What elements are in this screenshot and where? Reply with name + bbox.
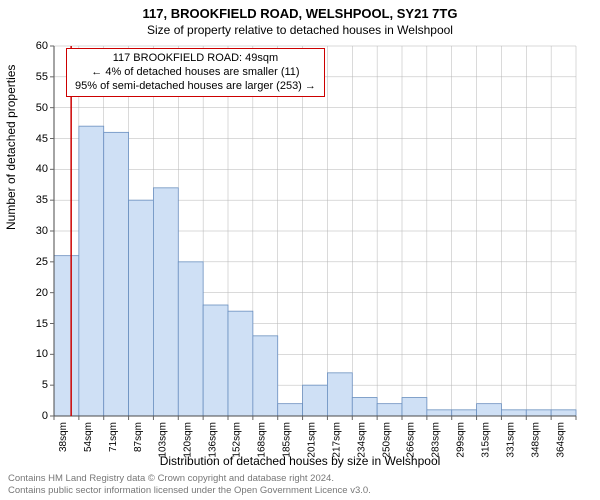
marker-callout: 117 BROOKFIELD ROAD: 49sqm ← 4% of detac…: [66, 48, 325, 97]
x-tick-label: 217sqm: [331, 422, 342, 458]
x-tick-label: 103sqm: [157, 422, 168, 458]
x-tick-label: 136sqm: [207, 422, 218, 458]
callout-line-2: ← 4% of detached houses are smaller (11): [75, 66, 316, 80]
x-tick-label: 348sqm: [530, 422, 541, 458]
y-tick-label: 50: [8, 102, 48, 114]
x-tick-label: 120sqm: [182, 422, 193, 458]
x-tick-label: 250sqm: [381, 422, 392, 458]
x-tick-label: 38sqm: [58, 422, 69, 452]
histogram-bar: [54, 256, 79, 416]
y-tick-label: 55: [8, 71, 48, 83]
histogram-bar: [352, 398, 377, 417]
y-tick-label: 40: [8, 163, 48, 175]
x-tick-label: 283sqm: [431, 422, 442, 458]
footer-line-2: Contains public sector information licen…: [8, 485, 371, 496]
histogram-bar: [501, 410, 526, 416]
chart-plot-area: [54, 46, 576, 416]
x-tick-label: 266sqm: [406, 422, 417, 458]
y-tick-label: 60: [8, 40, 48, 52]
y-tick-label: 45: [8, 133, 48, 145]
callout-line-1: 117 BROOKFIELD ROAD: 49sqm: [75, 52, 316, 66]
x-tick-label: 331sqm: [505, 422, 516, 458]
footer-line-1: Contains HM Land Registry data © Crown c…: [8, 473, 371, 484]
histogram-bar: [377, 404, 402, 416]
y-tick-label: 15: [8, 318, 48, 330]
x-tick-label: 71sqm: [108, 422, 119, 452]
histogram-bar: [79, 126, 104, 416]
x-tick-label: 315sqm: [481, 422, 492, 458]
y-tick-label: 10: [8, 348, 48, 360]
histogram-bar: [104, 132, 129, 416]
y-tick-label: 0: [8, 410, 48, 422]
histogram-bar: [278, 404, 303, 416]
histogram-bar: [228, 311, 253, 416]
histogram-svg: [54, 46, 576, 416]
histogram-bar: [427, 410, 452, 416]
histogram-bar: [526, 410, 551, 416]
y-tick-label: 25: [8, 256, 48, 268]
histogram-bar: [303, 385, 328, 416]
histogram-bar: [452, 410, 477, 416]
callout-line-3: 95% of semi-detached houses are larger (…: [75, 80, 316, 94]
histogram-bar: [203, 305, 228, 416]
histogram-bar: [178, 262, 203, 416]
histogram-bar: [253, 336, 278, 416]
histogram-bar: [327, 373, 352, 416]
y-tick-label: 20: [8, 287, 48, 299]
page-title: 117, BROOKFIELD ROAD, WELSHPOOL, SY21 7T…: [0, 0, 600, 21]
page-subtitle: Size of property relative to detached ho…: [0, 21, 600, 41]
histogram-bar: [153, 188, 178, 416]
x-tick-label: 54sqm: [83, 422, 94, 452]
x-tick-label: 364sqm: [555, 422, 566, 458]
x-tick-label: 299sqm: [456, 422, 467, 458]
x-tick-label: 234sqm: [356, 422, 367, 458]
x-tick-label: 87sqm: [133, 422, 144, 452]
histogram-bar: [402, 398, 427, 417]
x-tick-label: 168sqm: [257, 422, 268, 458]
histogram-bar: [129, 200, 154, 416]
x-tick-label: 201sqm: [307, 422, 318, 458]
x-tick-label: 185sqm: [282, 422, 293, 458]
footer-attribution: Contains HM Land Registry data © Crown c…: [8, 473, 371, 496]
histogram-bar: [551, 410, 576, 416]
y-tick-label: 30: [8, 225, 48, 237]
histogram-bar: [477, 404, 502, 416]
y-tick-label: 5: [8, 379, 48, 391]
y-tick-label: 35: [8, 194, 48, 206]
x-tick-label: 152sqm: [232, 422, 243, 458]
